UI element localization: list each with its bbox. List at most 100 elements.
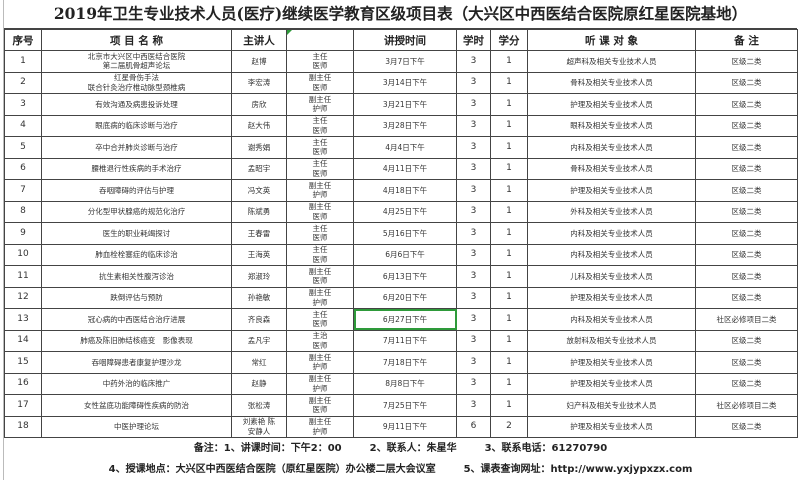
cell-name[interactable]: 腰椎退行性疾病的手术治疗 bbox=[41, 157, 232, 180]
cell-name[interactable]: 吞咽障碍的评估与护理 bbox=[41, 179, 232, 202]
cell-no[interactable]: 3 bbox=[4, 93, 42, 116]
cell-audience[interactable]: 放射科及相关专业技术人员 bbox=[527, 329, 696, 352]
cell-time[interactable]: 7月25日下午 bbox=[353, 394, 457, 417]
cell-time[interactable]: 8月8日下午 bbox=[353, 372, 457, 395]
cell-audience[interactable]: 护理及相关专业技术人员 bbox=[527, 179, 696, 202]
cell-rank[interactable]: 副主任 医师 bbox=[286, 394, 354, 417]
cell-audience[interactable]: 超声科及相关专业技术人员 bbox=[527, 50, 696, 73]
cell-speaker[interactable]: 孟昭宇 bbox=[231, 157, 287, 180]
cell-credit[interactable]: 1 bbox=[490, 93, 528, 116]
cell-audience[interactable]: 护理及相关专业技术人员 bbox=[527, 372, 696, 395]
cell-hours[interactable]: 3 bbox=[456, 114, 491, 137]
cell-audience[interactable]: 妇产科及相关专业技术人员 bbox=[527, 394, 696, 417]
cell-no[interactable]: 12 bbox=[4, 286, 42, 309]
cell-audience[interactable]: 眼科及相关专业技术人员 bbox=[527, 114, 696, 137]
cell-rank[interactable]: 主任 医师 bbox=[286, 136, 354, 159]
cell-audience[interactable]: 护理及相关专业技术人员 bbox=[527, 351, 696, 374]
cell-no[interactable]: 11 bbox=[4, 265, 42, 288]
cell-audience[interactable]: 护理及相关专业技术人员 bbox=[527, 415, 696, 438]
cell-rank[interactable]: 副主任 医师 bbox=[286, 200, 354, 223]
cell-no[interactable]: 16 bbox=[4, 372, 42, 395]
cell-speaker[interactable]: 赵博 bbox=[231, 50, 287, 73]
cell-speaker[interactable]: 赵静 bbox=[231, 372, 287, 395]
cell-no[interactable]: 14 bbox=[4, 329, 42, 352]
cell-rank[interactable]: 副主任 护师 bbox=[286, 372, 354, 395]
cell-audience[interactable]: 内科及相关专业技术人员 bbox=[527, 243, 696, 266]
cell-time[interactable]: 4月4日下午 bbox=[353, 136, 457, 159]
cell-remark[interactable]: 社区必修项目二类 bbox=[695, 394, 798, 417]
cell-no[interactable]: 5 bbox=[4, 136, 42, 159]
cell-remark[interactable]: 区级二类 bbox=[695, 179, 798, 202]
cell-hours[interactable]: 3 bbox=[456, 222, 491, 245]
cell-rank[interactable]: 副主任 护师 bbox=[286, 415, 354, 438]
cell-speaker[interactable]: 刘素艳 陈 安静人 bbox=[231, 415, 287, 438]
cell-hours[interactable]: 3 bbox=[456, 93, 491, 116]
cell-credit[interactable]: 1 bbox=[490, 50, 528, 73]
cell-audience[interactable]: 外科及相关专业技术人员 bbox=[527, 200, 696, 223]
cell-rank[interactable]: 副主任 医师 bbox=[286, 265, 354, 288]
cell-audience[interactable]: 护理及相关专业技术人员 bbox=[527, 93, 696, 116]
cell-hours[interactable]: 3 bbox=[456, 394, 491, 417]
cell-remark[interactable]: 区级二类 bbox=[695, 415, 798, 438]
cell-rank[interactable]: 主治 医师 bbox=[286, 329, 354, 352]
cell-time[interactable]: 3月21日下午 bbox=[353, 93, 457, 116]
cell-remark[interactable]: 区级二类 bbox=[695, 136, 798, 159]
cell-audience[interactable]: 骨科及相关专业技术人员 bbox=[527, 71, 696, 94]
cell-name[interactable]: 红星骨伤手法 联合针灸治疗椎动脉型颈椎病 bbox=[41, 71, 232, 94]
cell-time[interactable]: 4月11日下午 bbox=[353, 157, 457, 180]
cell-rank[interactable]: 主任 医师 bbox=[286, 222, 354, 245]
cell-remark[interactable]: 区级二类 bbox=[695, 372, 798, 395]
cell-audience[interactable]: 护理及相关专业技术人员 bbox=[527, 286, 696, 309]
cell-speaker[interactable]: 孟凡宇 bbox=[231, 329, 287, 352]
cell-credit[interactable]: 1 bbox=[490, 71, 528, 94]
cell-audience[interactable]: 儿科及相关专业技术人员 bbox=[527, 265, 696, 288]
cell-time[interactable]: 5月16日下午 bbox=[353, 222, 457, 245]
cell-no[interactable]: 9 bbox=[4, 222, 42, 245]
cell-speaker[interactable]: 李宏涛 bbox=[231, 71, 287, 94]
cell-time[interactable]: 4月25日下午 bbox=[353, 200, 457, 223]
cell-rank[interactable]: 主任 医师 bbox=[286, 157, 354, 180]
cell-rank[interactable]: 副主任 护师 bbox=[286, 351, 354, 374]
cell-hours[interactable]: 3 bbox=[456, 50, 491, 73]
cell-speaker[interactable]: 赵大伟 bbox=[231, 114, 287, 137]
cell-credit[interactable]: 2 bbox=[490, 415, 528, 438]
cell-time[interactable]: 6月6日下午 bbox=[353, 243, 457, 266]
cell-remark[interactable]: 区级二类 bbox=[695, 114, 798, 137]
cell-name[interactable]: 卒中合并肺炎诊断与治疗 bbox=[41, 136, 232, 159]
cell-speaker[interactable]: 齐良森 bbox=[231, 308, 287, 331]
cell-audience[interactable]: 内科及相关专业技术人员 bbox=[527, 222, 696, 245]
cell-no[interactable]: 13 bbox=[4, 308, 42, 331]
cell-hours[interactable]: 3 bbox=[456, 71, 491, 94]
cell-name[interactable]: 有效沟通及病患投诉处理 bbox=[41, 93, 232, 116]
cell-credit[interactable]: 1 bbox=[490, 114, 528, 137]
cell-time[interactable]: 6月20日下午 bbox=[353, 286, 457, 309]
cell-name[interactable]: 分化型甲状腺癌的规范化治疗 bbox=[41, 200, 232, 223]
cell-time[interactable]: 3月14日下午 bbox=[353, 71, 457, 94]
cell-hours[interactable]: 3 bbox=[456, 157, 491, 180]
cell-hours[interactable]: 6 bbox=[456, 415, 491, 438]
cell-remark[interactable]: 区级二类 bbox=[695, 157, 798, 180]
cell-name[interactable]: 医生的职业耗竭探讨 bbox=[41, 222, 232, 245]
cell-remark[interactable]: 区级二类 bbox=[695, 71, 798, 94]
cell-speaker[interactable]: 房欣 bbox=[231, 93, 287, 116]
cell-hours[interactable]: 3 bbox=[456, 286, 491, 309]
cell-time[interactable]: 4月18日下午 bbox=[353, 179, 457, 202]
header-no[interactable]: 序号 bbox=[4, 29, 42, 51]
cell-name[interactable]: 中药外治的临床推广 bbox=[41, 372, 232, 395]
cell-credit[interactable]: 1 bbox=[490, 222, 528, 245]
cell-hours[interactable]: 3 bbox=[456, 136, 491, 159]
header-speaker[interactable]: 主讲人 bbox=[231, 29, 287, 51]
cell-no[interactable]: 4 bbox=[4, 114, 42, 137]
cell-name[interactable]: 中医护理论坛 bbox=[41, 415, 232, 438]
cell-speaker[interactable]: 陈斌勇 bbox=[231, 200, 287, 223]
header-remark[interactable]: 备 注 bbox=[695, 29, 798, 51]
cell-name[interactable]: 跌倒评估与预防 bbox=[41, 286, 232, 309]
cell-time[interactable]: 7月11日下午 bbox=[353, 329, 457, 352]
cell-remark[interactable]: 区级二类 bbox=[695, 265, 798, 288]
cell-credit[interactable]: 1 bbox=[490, 329, 528, 352]
cell-remark[interactable]: 区级二类 bbox=[695, 93, 798, 116]
cell-time[interactable]: 9月11日下午 bbox=[353, 415, 457, 438]
cell-credit[interactable]: 1 bbox=[490, 136, 528, 159]
cell-hours[interactable]: 3 bbox=[456, 179, 491, 202]
cell-remark[interactable]: 区级二类 bbox=[695, 243, 798, 266]
